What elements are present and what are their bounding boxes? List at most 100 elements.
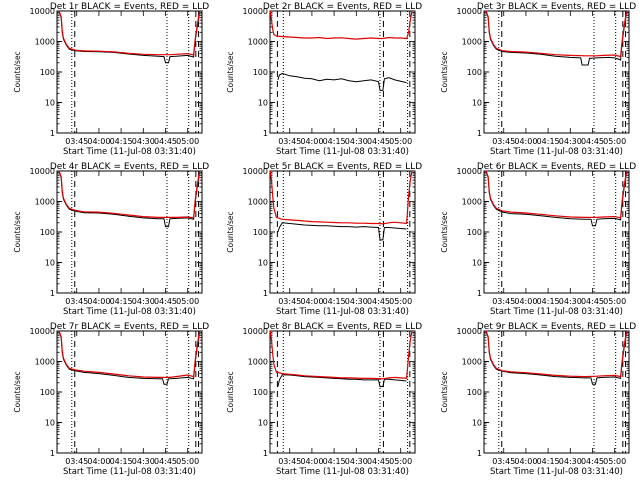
y-axis-label: Counts/sec xyxy=(13,211,22,252)
y-tick-label: 10000 xyxy=(30,167,55,176)
y-tick-label: 10 xyxy=(258,419,268,428)
x-tick-label: 04:30 xyxy=(559,137,582,146)
chart-title: Det 4r BLACK = Events, RED = LLD xyxy=(50,162,209,172)
y-tick-label: 10 xyxy=(472,419,482,428)
series-line-events xyxy=(277,222,407,241)
x-tick-label: 04:45 xyxy=(154,297,177,306)
y-tick-label: 1000 xyxy=(462,38,482,47)
y-tick-label: 1000 xyxy=(248,38,268,47)
x-axis-label: Start Time (11-Jul-08 03:31:40) xyxy=(63,307,196,317)
y-tick-label: 1000 xyxy=(462,358,482,367)
y-tick-label: 10000 xyxy=(243,327,268,336)
series-line-lld xyxy=(485,330,628,378)
chart-title: Det 2r BLACK = Events, RED = LLD xyxy=(263,2,422,12)
x-tick-label: 05:00 xyxy=(603,137,626,146)
y-tick-label: 1 xyxy=(50,129,55,138)
x-tick-label: 04:30 xyxy=(132,137,155,146)
y-tick-label: 10 xyxy=(45,259,55,268)
series-line-events xyxy=(277,374,407,388)
y-tick-label: 100 xyxy=(467,228,482,237)
x-axis-label: Start Time (11-Jul-08 03:31:40) xyxy=(490,467,623,477)
y-axis-label: Counts/sec xyxy=(13,371,22,412)
x-tick-label: 04:15 xyxy=(537,457,560,466)
x-tick-label: 04:45 xyxy=(154,137,177,146)
y-axis-label: Counts/sec xyxy=(226,211,235,252)
x-tick-label: 04:30 xyxy=(559,297,582,306)
plot-frame xyxy=(269,330,416,454)
series-line-lld xyxy=(485,170,628,219)
x-tick-label: 04:15 xyxy=(110,457,133,466)
x-tick-label: 04:30 xyxy=(132,297,155,306)
y-axis-label: Counts/sec xyxy=(13,51,22,92)
chart-panel-5: Det 5r BLACK = Events, RED = LLD 1 10 100 10… xyxy=(226,162,422,317)
y-tick-label: 100 xyxy=(40,68,55,77)
chart-title: Det 8r BLACK = Events, RED = LLD xyxy=(263,322,422,332)
y-tick-label: 1 xyxy=(477,289,482,298)
y-tick-label: 100 xyxy=(253,228,268,237)
x-tick-label: 05:00 xyxy=(389,457,412,466)
plot-frame xyxy=(56,170,203,294)
x-tick-label: 04:30 xyxy=(345,297,368,306)
y-axis-label: Counts/sec xyxy=(440,51,449,92)
x-tick-label: 05:00 xyxy=(389,297,412,306)
y-tick-label: 10000 xyxy=(457,327,482,336)
y-tick-label: 100 xyxy=(253,68,268,77)
chart-panel-8: Det 8r BLACK = Events, RED = LLD 1 10 100 10… xyxy=(226,322,422,477)
x-tick-label: 04:30 xyxy=(345,457,368,466)
chart-title: Det 5r BLACK = Events, RED = LLD xyxy=(263,162,422,172)
x-tick-label: 04:00 xyxy=(514,297,537,306)
y-tick-label: 1 xyxy=(263,289,268,298)
y-tick-label: 1000 xyxy=(248,198,268,207)
y-axis-label: Counts/sec xyxy=(440,211,449,252)
y-tick-label: 10 xyxy=(472,99,482,108)
x-tick-label: 04:00 xyxy=(300,137,323,146)
y-tick-label: 10000 xyxy=(30,327,55,336)
y-tick-label: 100 xyxy=(253,388,268,397)
y-tick-label: 1000 xyxy=(462,198,482,207)
series-line-events xyxy=(485,10,627,66)
y-tick-label: 10000 xyxy=(457,7,482,16)
x-tick-label: 04:45 xyxy=(367,297,390,306)
x-tick-label: 04:00 xyxy=(87,137,110,146)
chart-title: Det 7r BLACK = Events, RED = LLD xyxy=(50,322,209,332)
chart-title: Det 6r BLACK = Events, RED = LLD xyxy=(477,162,636,172)
x-tick-label: 04:45 xyxy=(581,457,604,466)
chart-panel-1: Det 1r BLACK = Events, RED = LLD 1 10 100 10… xyxy=(13,2,209,157)
x-tick-label: 04:15 xyxy=(323,297,346,306)
series-line-events xyxy=(58,10,200,64)
plot-frame xyxy=(56,10,203,134)
y-tick-label: 10000 xyxy=(243,7,268,16)
y-tick-label: 1000 xyxy=(248,358,268,367)
plot-frame xyxy=(269,170,416,294)
y-tick-label: 1 xyxy=(50,449,55,458)
chart-panel-6: Det 6r BLACK = Events, RED = LLD 1 10 100 10… xyxy=(440,162,636,317)
x-axis-label: Start Time (11-Jul-08 03:31:40) xyxy=(276,147,409,157)
plot-frame xyxy=(483,10,630,134)
series-line-events xyxy=(58,170,200,228)
y-tick-label: 10000 xyxy=(243,167,268,176)
y-tick-label: 10 xyxy=(258,99,268,108)
x-tick-label: 05:00 xyxy=(176,137,199,146)
x-tick-label: 03:45 xyxy=(65,297,88,306)
plot-frame xyxy=(483,170,630,294)
chart-panel-7: Det 7r BLACK = Events, RED = LLD 1 10 100 10… xyxy=(13,322,209,477)
series-line-events xyxy=(277,72,407,91)
x-tick-label: 03:45 xyxy=(492,297,515,306)
y-tick-label: 10 xyxy=(45,99,55,108)
chart-panel-9: Det 9r BLACK = Events, RED = LLD 1 10 100 10… xyxy=(440,322,636,477)
series-line-lld xyxy=(269,330,413,380)
y-tick-label: 1 xyxy=(263,129,268,138)
chart-panel-2: Det 2r BLACK = Events, RED = LLD 1 10 100 10… xyxy=(226,2,422,157)
y-tick-label: 10000 xyxy=(30,7,55,16)
y-tick-label: 10 xyxy=(258,259,268,268)
x-tick-label: 04:45 xyxy=(154,457,177,466)
plot-frame xyxy=(56,330,203,454)
x-tick-label: 04:45 xyxy=(367,457,390,466)
x-tick-label: 04:15 xyxy=(537,137,560,146)
x-tick-label: 05:00 xyxy=(176,297,199,306)
y-axis-label: Counts/sec xyxy=(226,371,235,412)
x-tick-label: 04:45 xyxy=(367,137,390,146)
chart-title: Det 1r BLACK = Events, RED = LLD xyxy=(50,2,209,12)
x-axis-label: Start Time (11-Jul-08 03:31:40) xyxy=(490,307,623,317)
